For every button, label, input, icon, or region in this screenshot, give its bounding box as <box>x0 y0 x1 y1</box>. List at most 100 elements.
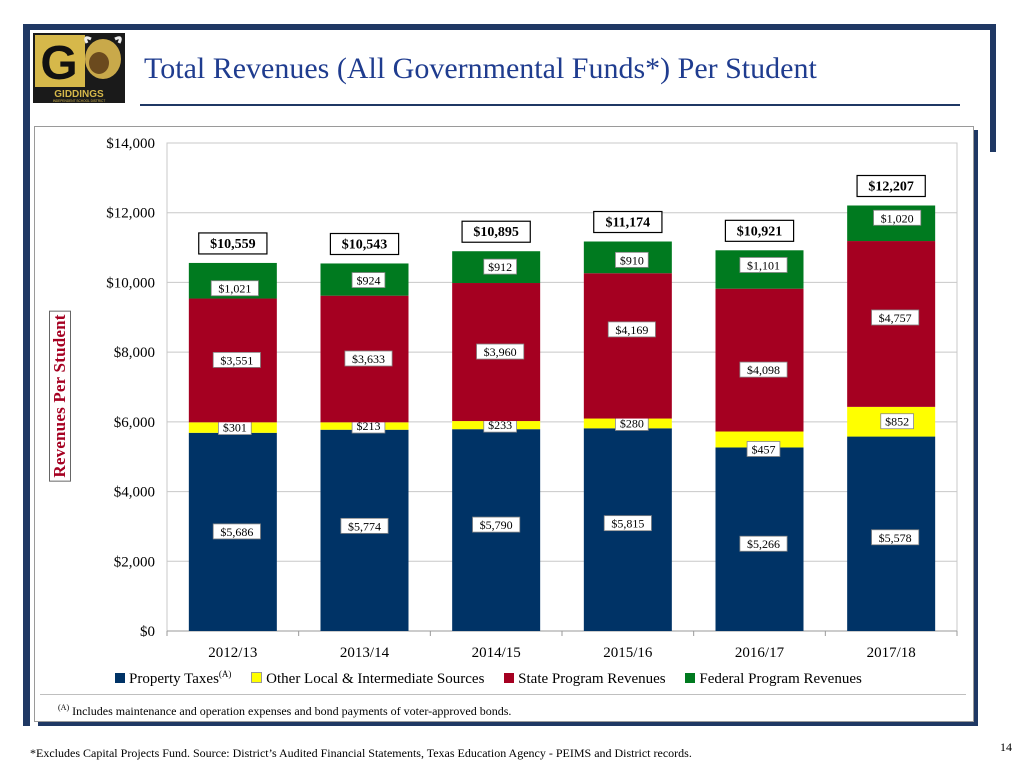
x-tick-label: 2015/16 <box>603 645 653 661</box>
data-label-box <box>607 321 656 338</box>
data-label-box <box>739 535 788 552</box>
data-label-box <box>739 257 788 273</box>
total-label-box <box>461 220 531 243</box>
chart-note: (A) Includes maintenance and operation e… <box>58 703 511 719</box>
total-label-box <box>329 232 400 256</box>
data-label: $1,021 <box>218 282 251 296</box>
y-tick-label: $6,000 <box>114 415 155 431</box>
bar-segment <box>715 431 804 448</box>
data-label-box <box>340 517 389 534</box>
data-label-box <box>210 280 259 297</box>
legend-label: Federal Program Revenues <box>699 671 862 687</box>
y-axis-label: Revenues Per Student <box>49 310 71 482</box>
data-label-box <box>472 516 521 533</box>
data-label: $4,757 <box>879 311 912 325</box>
total-label-box <box>856 174 926 198</box>
header-rule <box>140 104 960 106</box>
x-tick-label: 2014/15 <box>472 645 521 661</box>
x-tick-label: 2012/13 <box>208 645 257 661</box>
y-tick-label: $14,000 <box>106 136 155 152</box>
data-label-box <box>344 350 393 367</box>
data-label: $5,686 <box>220 525 253 539</box>
y-tick-label: $8,000 <box>114 345 155 361</box>
data-label-box <box>746 441 781 457</box>
y-tick-label: $0 <box>140 624 155 640</box>
data-label: $1,020 <box>881 211 914 225</box>
total-label: $12,207 <box>868 179 914 194</box>
x-tick-label: 2013/14 <box>340 645 390 661</box>
data-label-box <box>880 413 914 430</box>
giddings-logo: G GIDDINGS INDEPENDENT SCHOOL DISTRICT <box>33 33 125 103</box>
data-label: $5,774 <box>348 519 381 533</box>
x-tick-label: 2017/18 <box>867 645 916 661</box>
y-tick-label: $2,000 <box>114 554 155 570</box>
logo-letter: G <box>40 37 77 90</box>
note-text: Includes maintenance and operation expen… <box>72 704 512 718</box>
data-label: $280 <box>620 416 644 430</box>
legend-label: Property Taxes <box>129 671 219 687</box>
data-label-box <box>476 343 525 360</box>
logo-text: GIDDINGS <box>54 89 104 100</box>
logo-subtext: INDEPENDENT SCHOOL DISTRICT <box>53 99 106 103</box>
data-label-box <box>615 251 649 268</box>
data-label: $457 <box>752 442 776 456</box>
data-label-box <box>739 361 788 378</box>
data-label-box <box>212 523 261 540</box>
data-label: $5,266 <box>747 537 780 551</box>
source-footnote: *Excludes Capital Projects Fund. Source:… <box>30 746 692 760</box>
data-label: $1,101 <box>747 258 780 272</box>
data-label-box <box>351 272 386 288</box>
note-marker: (A) <box>58 703 70 712</box>
data-label-box <box>212 352 261 368</box>
data-label: $5,578 <box>879 531 912 545</box>
plot-area-border <box>166 142 958 632</box>
chart-legend: Property Taxes(A) Other Local & Intermed… <box>115 669 878 688</box>
data-label: $213 <box>357 419 381 433</box>
data-label: $5,815 <box>611 517 644 531</box>
data-label: $4,098 <box>747 363 780 377</box>
y-tick-label: $12,000 <box>106 206 155 222</box>
y-tick-label: $10,000 <box>106 275 155 291</box>
y-tick-label: $4,000 <box>114 485 155 501</box>
legend-label: State Program Revenues <box>518 671 666 687</box>
data-label: $3,960 <box>484 345 517 359</box>
legend-item-property-taxes: Property Taxes(A) <box>115 669 231 688</box>
total-label: $10,559 <box>210 237 256 252</box>
data-label: $910 <box>620 253 644 267</box>
data-label-box <box>483 258 517 275</box>
note-divider <box>40 694 966 695</box>
slide-frame-top <box>23 24 993 30</box>
data-label-box <box>871 309 920 326</box>
data-label-box <box>873 209 922 226</box>
slide-frame-left <box>23 24 30 726</box>
data-label: $3,551 <box>220 353 253 367</box>
x-tick-label: 2016/17 <box>735 645 785 661</box>
total-label-box <box>593 210 663 234</box>
total-label: $10,895 <box>473 225 519 240</box>
legend-item-state-program: State Program Revenues <box>504 671 666 688</box>
data-label: $4,169 <box>615 323 648 337</box>
page-number: 14 <box>1000 740 1012 754</box>
data-label: $233 <box>488 418 512 432</box>
data-label-box <box>871 529 920 546</box>
bar-segment <box>715 288 804 432</box>
total-label-box <box>198 232 268 255</box>
data-label: $924 <box>357 274 381 288</box>
legend-item-federal-program: Federal Program Revenues <box>685 671 862 688</box>
legend-item-other-local: Other Local & Intermediate Sources <box>251 671 484 688</box>
slide-frame-right <box>990 24 996 152</box>
data-label: $852 <box>885 415 909 429</box>
legend-label: Other Local & Intermediate Sources <box>266 671 485 687</box>
data-label: $3,633 <box>352 352 385 366</box>
bar-segment <box>583 273 672 419</box>
total-label-box <box>724 219 795 242</box>
page-title: Total Revenues (All Governmental Funds*)… <box>144 52 817 85</box>
data-label: $5,790 <box>480 518 513 532</box>
legend-footnote-marker: (A) <box>218 669 232 679</box>
total-label: $11,174 <box>605 216 650 231</box>
data-label: $301 <box>223 421 247 435</box>
data-label: $912 <box>488 260 512 274</box>
data-label-box <box>603 515 652 532</box>
total-label: $10,543 <box>342 238 388 253</box>
